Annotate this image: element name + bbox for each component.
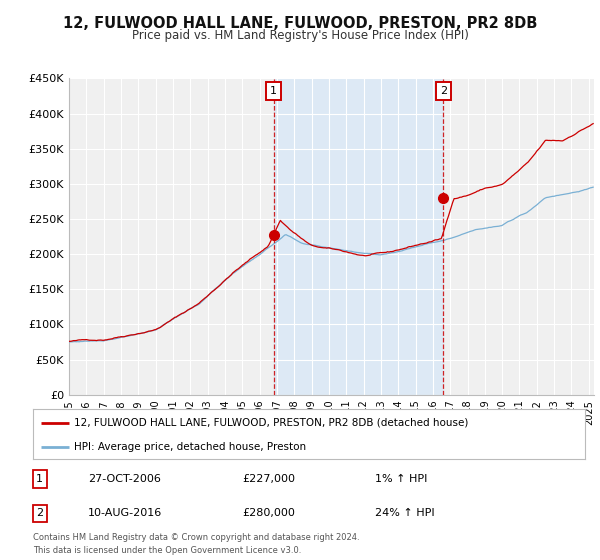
Text: 12, FULWOOD HALL LANE, FULWOOD, PRESTON, PR2 8DB (detached house): 12, FULWOOD HALL LANE, FULWOOD, PRESTON,…	[74, 418, 469, 428]
Text: 24% ↑ HPI: 24% ↑ HPI	[375, 508, 435, 519]
Text: 2: 2	[440, 86, 447, 96]
Text: 27-OCT-2006: 27-OCT-2006	[88, 474, 161, 484]
Bar	[274, 78, 443, 395]
Text: 10-AUG-2016: 10-AUG-2016	[88, 508, 163, 519]
Text: Contains HM Land Registry data © Crown copyright and database right 2024.
This d: Contains HM Land Registry data © Crown c…	[33, 533, 359, 554]
Text: Price paid vs. HM Land Registry's House Price Index (HPI): Price paid vs. HM Land Registry's House …	[131, 29, 469, 42]
Text: 1% ↑ HPI: 1% ↑ HPI	[375, 474, 428, 484]
Text: HPI: Average price, detached house, Preston: HPI: Average price, detached house, Pres…	[74, 442, 307, 451]
Text: 12, FULWOOD HALL LANE, FULWOOD, PRESTON, PR2 8DB: 12, FULWOOD HALL LANE, FULWOOD, PRESTON,…	[63, 16, 537, 31]
Text: £227,000: £227,000	[243, 474, 296, 484]
Text: £280,000: £280,000	[243, 508, 296, 519]
Text: 1: 1	[271, 86, 277, 96]
Text: 1: 1	[36, 474, 43, 484]
Text: 2: 2	[36, 508, 43, 519]
